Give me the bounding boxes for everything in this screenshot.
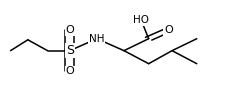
Text: O: O xyxy=(65,25,74,35)
Text: HO: HO xyxy=(133,15,149,25)
Text: S: S xyxy=(66,44,74,57)
Text: NH: NH xyxy=(89,34,105,44)
Text: O: O xyxy=(65,66,74,76)
Text: O: O xyxy=(164,25,173,35)
